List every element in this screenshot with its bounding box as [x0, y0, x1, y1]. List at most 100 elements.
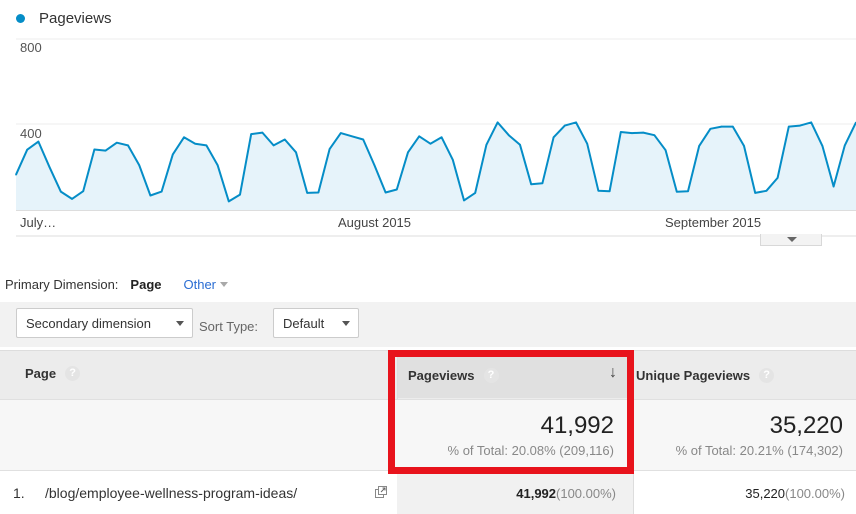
data-point — [474, 192, 477, 194]
data-point — [530, 183, 532, 186]
data-point — [183, 136, 185, 139]
sort-descending-icon[interactable]: ↓ — [609, 364, 617, 381]
sort-type-value: Default — [283, 315, 325, 331]
data-point — [172, 153, 174, 156]
data-point — [552, 136, 555, 139]
help-icon[interactable]: ? — [65, 366, 81, 381]
chart-expand-toggle[interactable] — [760, 234, 822, 246]
data-point — [776, 177, 779, 179]
row-unique-pageviews-pct: (100.00%) — [785, 486, 845, 501]
data-point — [228, 200, 230, 203]
totals-row: 41,992 % of Total: 20.08% (209,116) 35,2… — [0, 399, 856, 471]
secondary-dimension-label: Secondary dimension — [26, 315, 152, 331]
data-point — [26, 148, 29, 151]
data-point — [396, 188, 398, 191]
y-tick-label: 800 — [20, 40, 42, 55]
data-point — [485, 144, 488, 146]
data-point — [631, 132, 633, 134]
data-point — [597, 190, 600, 192]
data-point — [116, 141, 118, 144]
data-point — [351, 135, 353, 138]
help-icon[interactable]: ? — [483, 368, 499, 383]
data-point — [205, 144, 208, 147]
data-point — [653, 134, 656, 136]
row-page-link[interactable]: /blog/employee-wellness-program-ideas/ — [45, 485, 298, 501]
pageviews-chart: Pageviews 800 400 July… August 2015 Sept… — [0, 0, 856, 250]
column-header-unique-pageviews-label: Unique Pageviews — [636, 368, 751, 383]
x-tick-label: August 2015 — [338, 215, 412, 230]
data-point — [160, 190, 163, 193]
data-point — [295, 151, 297, 154]
data-point — [37, 140, 40, 143]
data-point — [373, 164, 376, 166]
row-index: 1. — [13, 485, 25, 501]
data-point — [810, 121, 812, 124]
data-point — [261, 131, 264, 134]
data-point — [687, 190, 689, 192]
chevron-down-icon — [787, 237, 797, 242]
data-point — [452, 159, 454, 161]
data-point — [586, 142, 588, 145]
data-point — [239, 193, 241, 196]
data-point — [60, 190, 62, 193]
row-pageviews: 41,992(100.00%) — [516, 486, 616, 501]
column-header-pageviews[interactable]: Pageviews ? — [408, 368, 499, 383]
data-point — [463, 199, 465, 202]
caret-down-icon — [342, 321, 350, 326]
data-point — [138, 164, 140, 166]
data-point — [194, 142, 196, 145]
data-point — [608, 190, 611, 192]
data-point — [508, 134, 510, 136]
open-in-new-window-icon[interactable] — [374, 485, 388, 499]
caret-down-icon — [220, 282, 229, 287]
data-point — [429, 142, 432, 145]
data-point — [732, 125, 734, 128]
data-point — [104, 149, 107, 152]
data-point — [250, 133, 252, 135]
primary-dimension-other[interactable]: Other — [184, 277, 229, 292]
data-point — [709, 128, 712, 130]
data-point — [384, 191, 387, 194]
legend-dot-icon — [16, 14, 25, 23]
data-point — [821, 145, 824, 147]
data-point — [564, 124, 566, 127]
data-point — [440, 136, 443, 139]
sort-type-label: Sort Type: — [199, 319, 259, 334]
column-header-page[interactable]: Page ? — [25, 366, 81, 381]
x-tick-label: September 2015 — [665, 215, 762, 230]
data-point — [272, 144, 275, 147]
y-tick-label: 400 — [20, 126, 42, 141]
data-point — [642, 131, 644, 134]
data-point — [799, 124, 801, 127]
sort-type-dropdown[interactable]: Default — [273, 308, 359, 338]
series-line-pageviews — [15, 121, 856, 203]
chart-legend: Pageviews — [16, 10, 112, 27]
secondary-dimension-dropdown[interactable]: Secondary dimension — [16, 308, 193, 338]
table-row: 1. /blog/employee-wellness-program-ideas… — [0, 471, 856, 514]
pageviews-header-bg — [397, 350, 633, 398]
data-point — [328, 148, 331, 150]
data-point — [418, 135, 421, 138]
row-unique-pageviews: 35,220(100.00%) — [745, 486, 845, 501]
data-point — [743, 145, 745, 147]
total-unique-pageviews-pct: % of Total: 20.21% (174,302) — [675, 443, 843, 458]
total-unique-pageviews: 35,220 — [769, 412, 843, 439]
data-point — [48, 166, 51, 169]
data-point — [519, 144, 521, 146]
data-point — [676, 191, 678, 193]
data-point — [93, 148, 96, 151]
data-point — [832, 185, 835, 188]
column-header-unique-pageviews[interactable]: Unique Pageviews ? — [636, 368, 775, 383]
primary-dimension-page[interactable]: Page — [130, 277, 162, 292]
pageviews-cell-bg — [397, 471, 633, 514]
table-toolbar: Secondary dimension Sort Type: Default — [0, 302, 856, 347]
series-area-fill — [16, 122, 856, 210]
data-point — [306, 192, 309, 194]
data-point — [284, 138, 286, 141]
caret-down-icon — [176, 321, 184, 326]
x-tick-label: July… — [20, 215, 57, 230]
primary-dimension-other-label: Other — [183, 277, 217, 292]
legend-label: Pageviews — [39, 10, 112, 27]
help-icon[interactable]: ? — [759, 368, 775, 383]
data-point — [575, 121, 577, 124]
